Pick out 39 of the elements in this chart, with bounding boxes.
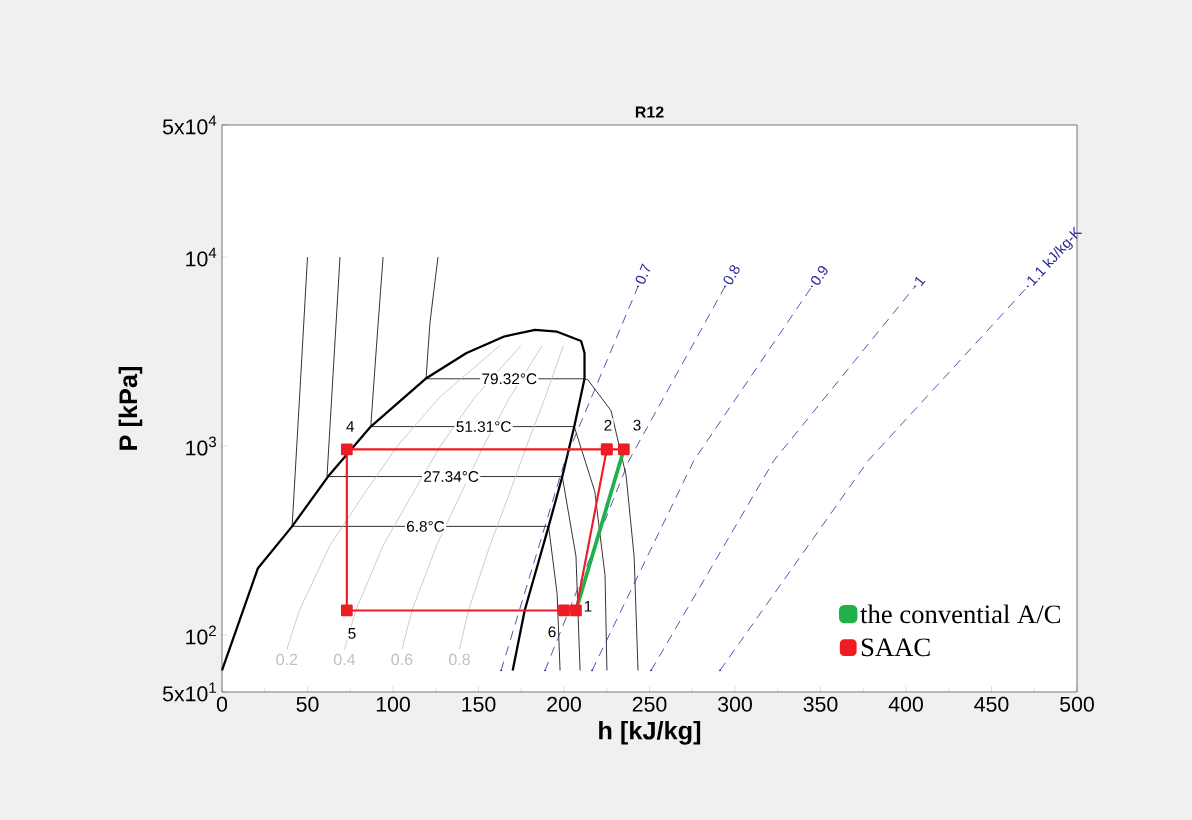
- text: 1: [915, 276, 926, 287]
- legend-label: the convential A/C: [860, 604, 1061, 624]
- annotation: 1: [584, 601, 592, 612]
- annotation: 4: [346, 421, 355, 432]
- legend-label: SAAC: [861, 638, 930, 657]
- x-tick-label: 500: [1060, 696, 1094, 712]
- annotation: 5: [348, 628, 356, 639]
- y-tick-label: 5x10$^{1}$: [162, 682, 216, 702]
- y-axis-title: P [kPa]: [118, 367, 143, 450]
- annotation: 3: [633, 419, 641, 431]
- text: 0.9: [811, 266, 828, 285]
- y-tick-label: 10$^{3}$: [186, 436, 216, 456]
- chart-title: R12: [635, 106, 664, 118]
- x-tick-label: 300: [718, 696, 752, 712]
- y-tick-label: 10$^{2}$: [186, 625, 216, 645]
- annotation: 6: [548, 626, 556, 638]
- annotation: 27.34°C: [424, 471, 479, 482]
- annotation: 2: [604, 419, 612, 431]
- x-tick-label: 350: [803, 696, 838, 712]
- x-tick-label: 200: [547, 696, 581, 712]
- x-axis-title: h [kJ/kg]: [599, 720, 701, 745]
- x-tick-label: 100: [376, 696, 410, 712]
- series-label: 0.4: [333, 653, 356, 666]
- series-label: 0.8: [449, 653, 470, 666]
- x-tick-label: 250: [632, 696, 667, 712]
- y-tick-label: 10$^{4}$: [186, 247, 217, 267]
- text: 0.7: [635, 263, 651, 284]
- x-tick-label: 150: [462, 696, 496, 712]
- text: 0.8: [723, 265, 740, 285]
- x-tick-label: 0: [216, 696, 228, 712]
- annotation: 79.32°C: [482, 373, 537, 385]
- x-tick-label: 400: [888, 696, 923, 712]
- x-tick-label: 450: [974, 696, 1009, 712]
- y-tick-label: 5x10$^{4}$: [162, 115, 217, 135]
- series-label: 0.6: [391, 653, 413, 666]
- x-tick-label: 50: [296, 696, 319, 712]
- annotation: 6.8°C: [407, 520, 445, 532]
- series-label: 0.2: [276, 653, 298, 666]
- annotation: 51.31°C: [456, 421, 511, 433]
